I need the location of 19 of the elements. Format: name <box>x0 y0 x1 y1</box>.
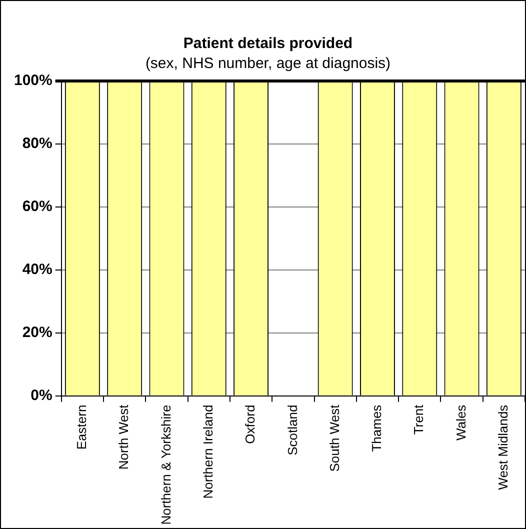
x-tick-label: Eastern <box>74 404 90 450</box>
x-tick-label: Northern Ireland <box>200 404 216 499</box>
x-tick-label: Thames <box>369 404 384 452</box>
x-tick-label: Oxford <box>242 404 258 444</box>
x-tick-label: West Midlands <box>496 404 511 490</box>
x-tick-label: Northern & Yorkshire <box>158 404 174 525</box>
y-tick-label: 40% <box>22 261 52 278</box>
x-tick-label: North West <box>116 404 132 470</box>
chart-title: Patient details provided <box>183 35 353 52</box>
y-tick-label: 60% <box>22 198 52 216</box>
y-tick-label: 80% <box>22 135 52 152</box>
x-tick-label: Wales <box>453 404 468 440</box>
x-tick-label: Trent <box>411 404 426 435</box>
x-tick-label: South West <box>326 404 342 472</box>
y-tick-label: 20% <box>22 324 52 341</box>
y-tick-label: 0% <box>30 386 52 404</box>
y-tick-label: 100% <box>14 72 52 90</box>
chart-subtitle: (sex, NHS number, age at diagnosis) <box>145 55 391 72</box>
x-tick-label: Scotland <box>284 404 300 456</box>
